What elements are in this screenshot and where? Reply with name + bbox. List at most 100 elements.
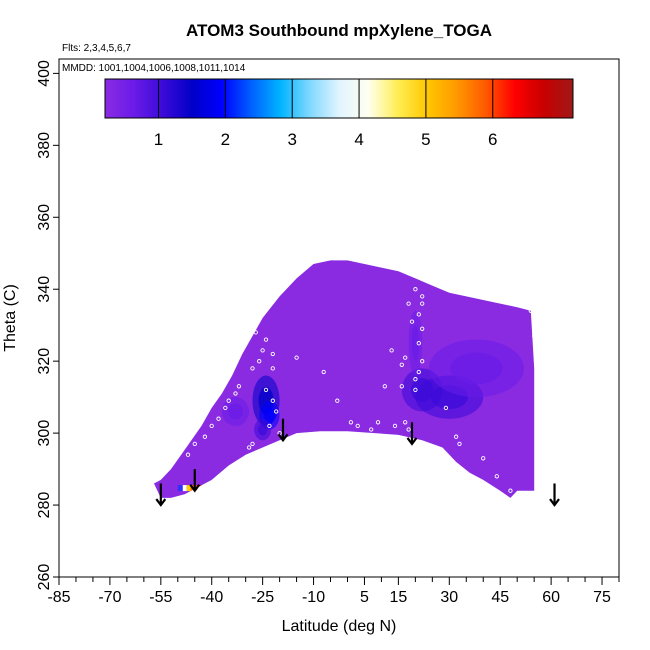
colorbar-tick-label: 3 — [287, 130, 296, 149]
sample-point — [355, 423, 360, 429]
arrow-head — [189, 484, 201, 493]
sample-point — [403, 355, 408, 360]
sample-point — [528, 308, 533, 313]
flight-arrow — [189, 469, 201, 493]
sample-point — [335, 398, 340, 403]
sample-point — [257, 359, 262, 364]
hotspot-cell — [182, 485, 187, 492]
sample-point — [413, 377, 418, 382]
flights-label: Flts: 2,3,4,5,6,7 — [62, 43, 131, 54]
enhancement-core — [257, 423, 268, 436]
sample-point — [399, 362, 404, 367]
sample-point — [389, 348, 394, 353]
sample-point — [532, 333, 537, 339]
sample-point — [294, 355, 299, 360]
sample-point — [382, 384, 387, 389]
arrow-head — [155, 498, 167, 507]
arrow-head — [277, 433, 289, 443]
sample-point — [392, 423, 398, 429]
sample-point — [209, 423, 214, 429]
x-tick-label: 30 — [440, 589, 458, 606]
enhancement-core — [450, 352, 503, 385]
sample-point — [420, 359, 425, 364]
sample-point — [263, 337, 269, 342]
x-axis-label: Latitude (deg N) — [282, 618, 397, 635]
sample-point — [406, 427, 411, 432]
heatmap-field — [154, 260, 535, 498]
y-tick-label: 340 — [36, 276, 53, 303]
y-tick-label: 360 — [36, 204, 53, 231]
sample-point — [267, 423, 272, 429]
x-tick-label: 60 — [542, 589, 560, 606]
sample-point — [535, 355, 540, 360]
y-axis: 260 280 300 320 340 360 380 400 — [36, 60, 59, 590]
hotspot-cell — [177, 485, 183, 492]
sample-point — [535, 348, 540, 353]
y-tick-label: 380 — [36, 132, 53, 159]
sample-point — [202, 434, 208, 439]
y-tick-label: 320 — [36, 348, 53, 375]
sample-point — [253, 330, 258, 335]
x-tick-label: 15 — [389, 589, 407, 606]
plot-area-frame — [58, 58, 620, 578]
sample-point — [481, 456, 486, 461]
sample-point — [226, 398, 231, 403]
colorbar-tick-label: 1 — [154, 130, 163, 149]
sample-point — [403, 420, 408, 425]
dates-label: MMDD: 1001,1004,1006,1008,1011,1014 — [62, 63, 246, 74]
colorbar-tick-label: 2 — [221, 130, 230, 149]
x-tick-label: -55 — [149, 589, 172, 606]
colorbar-bar — [104, 78, 574, 119]
sample-point — [420, 294, 425, 299]
sample-points — [185, 287, 540, 493]
enhancement-core — [228, 403, 243, 420]
sample-point — [508, 488, 513, 493]
sample-point — [375, 420, 381, 425]
arrow-head — [549, 498, 560, 507]
x-tick-label: 75 — [593, 589, 611, 606]
sample-point — [270, 366, 275, 371]
sample-point — [457, 441, 462, 447]
x-tick-label: -10 — [302, 589, 325, 606]
sample-point — [399, 384, 404, 389]
x-tick-label: -85 — [47, 589, 70, 606]
y-tick-label: 280 — [36, 492, 53, 519]
sample-point — [250, 366, 255, 371]
sample-point — [406, 301, 411, 306]
sample-point — [453, 434, 459, 439]
sample-point — [416, 312, 421, 317]
y-tick-label: 260 — [36, 564, 53, 591]
sample-point — [250, 319, 255, 324]
y-tick-label: 300 — [36, 420, 53, 447]
sample-point — [348, 420, 354, 425]
x-tick-label: -40 — [200, 589, 223, 606]
sample-point — [250, 441, 255, 447]
sample-point — [233, 391, 238, 396]
sample-point — [192, 441, 197, 447]
sample-point — [420, 326, 425, 331]
x-tick-label: -70 — [98, 589, 121, 606]
chart-title: ATOM3 Southbound mpXylene_TOGA — [186, 21, 492, 40]
sample-point — [416, 341, 421, 346]
y-tick-label: 400 — [36, 60, 53, 87]
x-tick-label: -25 — [251, 589, 274, 606]
enhancement-core — [411, 325, 420, 361]
sample-point — [246, 445, 252, 450]
sample-point — [416, 369, 421, 375]
enhancement-layer — [177, 310, 524, 492]
sample-point — [532, 315, 537, 321]
colorbar-tick-label: 4 — [354, 130, 363, 149]
sample-point — [494, 474, 499, 479]
x-tick-label: 5 — [360, 589, 369, 606]
hotspot-cell — [186, 485, 191, 492]
sample-point — [413, 387, 418, 393]
sample-point — [263, 387, 269, 393]
colorbar-tick-label: 5 — [421, 130, 430, 149]
sample-point — [260, 348, 265, 353]
sample-point — [409, 319, 415, 324]
sample-point — [413, 287, 418, 292]
sample-point — [216, 416, 221, 421]
x-tick-label: 45 — [491, 589, 509, 606]
sample-point — [236, 384, 242, 389]
